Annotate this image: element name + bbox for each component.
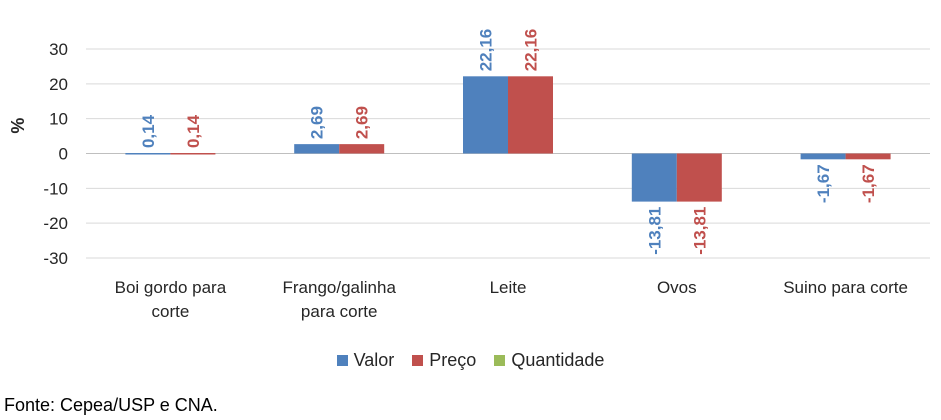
- data-label: -1,67: [814, 164, 833, 203]
- data-label: 2,69: [308, 106, 327, 139]
- x-category-label: Boi gordo para: [115, 278, 227, 297]
- y-tick-label: -10: [43, 179, 68, 198]
- bar-valor: [631, 153, 677, 202]
- y-tick-label: -30: [43, 249, 68, 268]
- y-tick-label: 30: [49, 40, 68, 59]
- bar-valor: [125, 153, 171, 155]
- x-category-label: para corte: [301, 302, 378, 321]
- data-label: 2,69: [353, 106, 372, 139]
- legend: Valor Preço Quantidade: [0, 350, 941, 371]
- data-label: 0,14: [139, 114, 158, 148]
- x-category-label: Leite: [490, 278, 527, 297]
- legend-label-preco: Preço: [429, 350, 477, 370]
- y-tick-label: -20: [43, 214, 68, 233]
- y-tick-label: 0: [59, 145, 68, 164]
- bar-valor: [294, 144, 340, 154]
- x-category-label: Suino para corte: [783, 278, 908, 297]
- bar-valor: [800, 153, 846, 160]
- bar-preço: [676, 153, 722, 202]
- legend-swatch-preco: [412, 355, 424, 366]
- legend-label-valor: Valor: [353, 350, 395, 370]
- bar-chart: -30 -20 -10 0 10 20 30% 0,14 2,69 22,16 -13,81 -1,6…: [8, 29, 930, 321]
- x-category-label: Frango/galinha: [282, 278, 396, 297]
- y-tick-label: 10: [49, 110, 68, 129]
- bar-preço: [508, 76, 553, 154]
- y-tick-label: 20: [49, 75, 68, 94]
- data-label: -13,81: [645, 207, 664, 255]
- legend-swatch-valor: [336, 355, 348, 366]
- x-category-label: corte: [152, 302, 190, 321]
- bar-preço: [845, 153, 891, 160]
- legend-item-quantidade: Quantidade: [494, 350, 604, 371]
- bar-preço: [170, 153, 216, 155]
- legend-item-preco: Preço: [412, 350, 476, 371]
- data-label: 0,14: [184, 114, 203, 148]
- x-category-label: Ovos: [657, 278, 697, 297]
- legend-label-quantidade: Quantidade: [511, 350, 605, 370]
- data-label: 22,16: [477, 29, 496, 72]
- bar-valor: [463, 76, 508, 154]
- legend-swatch-quantidade: [494, 355, 506, 366]
- bar-preço: [339, 144, 385, 154]
- legend-item-valor: Valor: [336, 350, 395, 371]
- y-axis-label: %: [8, 118, 28, 134]
- data-label: -13,81: [690, 207, 709, 255]
- source-note: Fonte: Cepea/USP e CNA.: [4, 395, 218, 415]
- data-label: -1,67: [859, 164, 878, 203]
- data-label: 22,16: [522, 29, 541, 72]
